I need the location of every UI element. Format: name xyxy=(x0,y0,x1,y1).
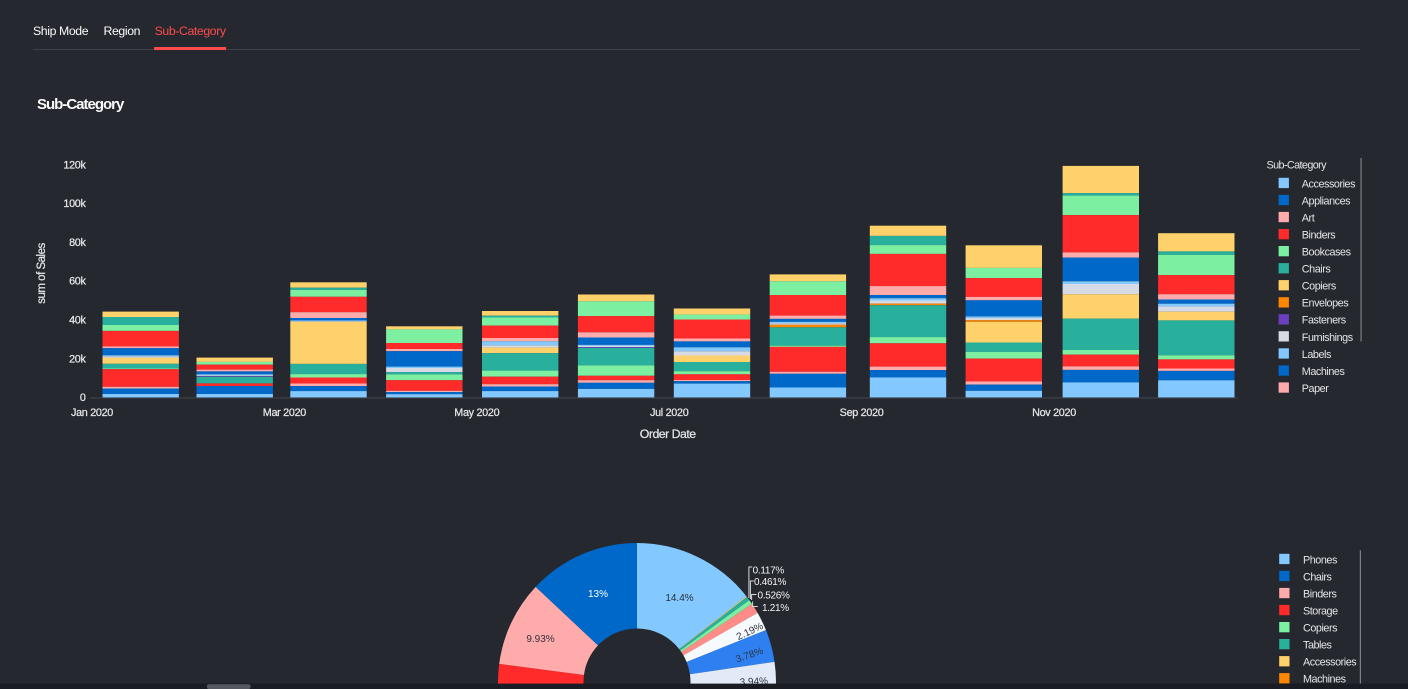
svg-text:20k: 20k xyxy=(69,353,86,365)
svg-text:14.4%: 14.4% xyxy=(665,593,693,604)
svg-text:Chairs: Chairs xyxy=(1302,264,1332,276)
svg-text:60k: 60k xyxy=(69,276,86,288)
svg-text:Accessories: Accessories xyxy=(1302,178,1356,190)
svg-text:Bookcases: Bookcases xyxy=(1302,247,1352,259)
svg-text:40k: 40k xyxy=(69,315,86,327)
svg-text:Labels: Labels xyxy=(1302,349,1332,361)
svg-text:Accessories: Accessories xyxy=(1303,657,1357,669)
svg-text:Chairs: Chairs xyxy=(1303,571,1333,583)
svg-text:Sep 2020: Sep 2020 xyxy=(840,407,884,419)
svg-text:0.526%: 0.526% xyxy=(758,591,791,602)
svg-text:Storage: Storage xyxy=(1303,605,1338,617)
svg-text:1.21%: 1.21% xyxy=(762,603,789,614)
svg-text:Binders: Binders xyxy=(1302,230,1337,242)
svg-text:Envelopes: Envelopes xyxy=(1302,298,1349,310)
svg-text:0.117%: 0.117% xyxy=(753,566,785,577)
svg-text:Tables: Tables xyxy=(1303,640,1333,652)
svg-text:Nov 2020: Nov 2020 xyxy=(1032,407,1076,419)
svg-text:80k: 80k xyxy=(69,237,86,249)
svg-text:Order Date: Order Date xyxy=(640,427,696,441)
svg-text:100k: 100k xyxy=(63,198,86,210)
svg-text:Copiers: Copiers xyxy=(1302,281,1337,293)
svg-text:Paper: Paper xyxy=(1302,383,1329,395)
svg-text:Mar 2020: Mar 2020 xyxy=(263,407,307,419)
svg-text:May 2020: May 2020 xyxy=(454,407,499,419)
svg-text:Jan 2020: Jan 2020 xyxy=(71,407,113,419)
svg-text:Sub-Category: Sub-Category xyxy=(1267,160,1328,172)
svg-text:13%: 13% xyxy=(588,589,608,600)
svg-text:Phones: Phones xyxy=(1303,554,1338,566)
svg-text:0.461%: 0.461% xyxy=(754,577,787,588)
svg-text:120k: 120k xyxy=(63,159,86,171)
svg-text:Fasteners: Fasteners xyxy=(1302,315,1347,327)
svg-text:9.93%: 9.93% xyxy=(526,634,554,645)
svg-text:Furnishings: Furnishings xyxy=(1302,332,1354,344)
svg-text:0: 0 xyxy=(80,392,86,404)
svg-text:Jul 2020: Jul 2020 xyxy=(650,407,689,419)
svg-text:Art: Art xyxy=(1302,212,1315,224)
svg-text:Appliances: Appliances xyxy=(1302,195,1351,207)
svg-text:Copiers: Copiers xyxy=(1303,623,1338,635)
svg-text:sum of Sales: sum of Sales xyxy=(36,243,48,304)
svg-text:Binders: Binders xyxy=(1303,588,1338,600)
svg-text:Machines: Machines xyxy=(1302,366,1346,378)
svg-text:Machines: Machines xyxy=(1303,674,1347,686)
